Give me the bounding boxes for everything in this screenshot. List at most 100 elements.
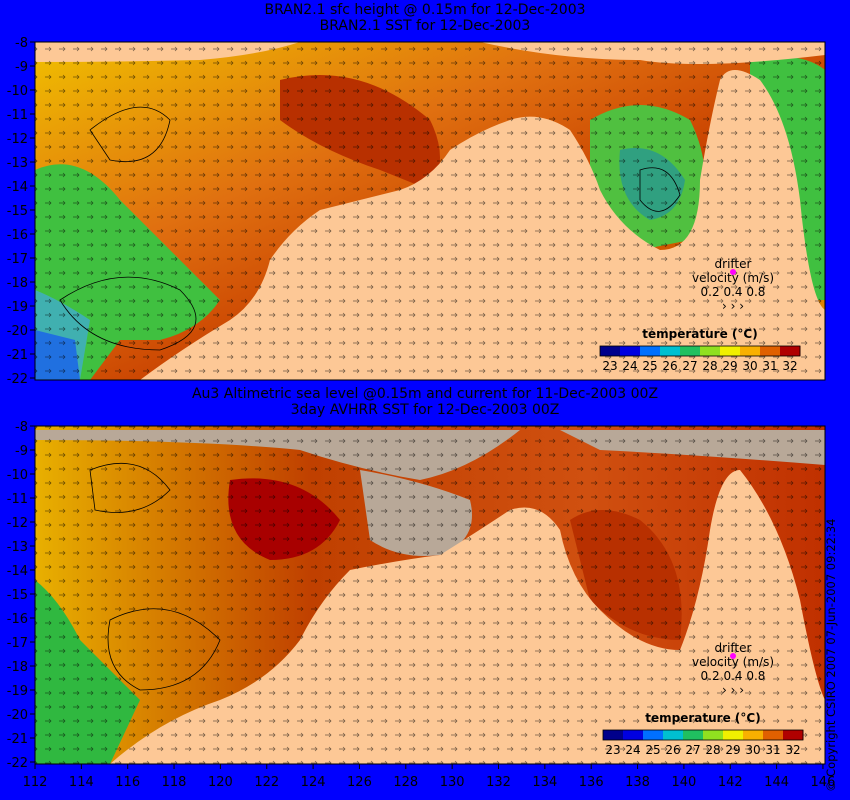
legend-label: 26 (665, 743, 680, 757)
drifter-text: drifter (715, 257, 752, 271)
x-tick-label: 126 (347, 775, 372, 790)
legend-label: 23 (605, 743, 620, 757)
legend-label: 27 (685, 743, 700, 757)
x-tick-label: 118 (162, 775, 187, 790)
legend-swatch (723, 730, 744, 740)
bottom-panel-title-2: 3day AVHRR SST for 12-Dec-2003 00Z (290, 402, 560, 418)
y-tick-label: -20 (7, 324, 28, 339)
x-tick-label: 132 (486, 775, 511, 790)
drifter-text: 0.2 0.4 0.8 (701, 285, 766, 299)
top-contour (89, 106, 171, 162)
legend-swatch (683, 730, 704, 740)
y-tick-label: -11 (7, 108, 28, 123)
y-tick-label: -17 (7, 636, 28, 651)
y-tick-label: -8 (15, 36, 28, 51)
legend-swatch (623, 730, 644, 740)
legend-swatch (743, 730, 764, 740)
legend-swatch (600, 346, 621, 356)
top-y-axis: -8 -9 -10 -11 -12 -13 -14 -15 -16 -17 -18 -19 -20 -21… (7, 36, 35, 387)
y-tick-label: -22 (7, 756, 28, 771)
x-tick-label: 144 (764, 775, 789, 790)
y-tick-label: -15 (7, 588, 28, 603)
legend-label: 26 (662, 359, 677, 373)
bottom-current-vectors (35, 426, 825, 764)
x-axis: 112 114 116 118 120 122 124 126 128 130 132 134 136 1… (23, 764, 836, 790)
y-tick-label: -8 (15, 420, 28, 435)
legend-label: 28 (705, 743, 720, 757)
y-tick-label: -9 (15, 444, 28, 459)
y-tick-label: -12 (7, 516, 28, 531)
top-panel-title-1: BRAN2.1 sfc height @ 0.15m for 12-Dec-20… (264, 2, 586, 18)
legend-label: 25 (645, 743, 660, 757)
x-tick-label: 122 (254, 775, 279, 790)
y-tick-label: -19 (7, 300, 28, 315)
top-current-vectors (35, 42, 825, 380)
legend-label: 29 (725, 743, 740, 757)
drifter-text: velocity (m/s) (692, 271, 774, 285)
legend-title: temperature (°C) (642, 327, 757, 341)
x-tick-label: 140 (671, 775, 696, 790)
x-tick-label: 134 (532, 775, 557, 790)
x-tick-label: 146 (811, 775, 836, 790)
legend-label: 32 (785, 743, 800, 757)
legend-label: 30 (742, 359, 757, 373)
legend-swatch (783, 730, 804, 740)
drifter-text: › › › (722, 299, 744, 313)
legend-swatch (740, 346, 761, 356)
top-map-panel (34, 41, 826, 381)
legend-swatch (643, 730, 664, 740)
x-tick-label: 116 (115, 775, 140, 790)
top-temperature-legend: temperature (°C) 23 24 25 26 27 28 29 30 31 32 (599, 327, 801, 373)
legend-label: 25 (642, 359, 657, 373)
legend-swatch (760, 346, 781, 356)
legend-label: 28 (702, 359, 717, 373)
legend-title: temperature (°C) (645, 711, 760, 725)
legend-swatch (680, 346, 701, 356)
y-tick-label: -10 (7, 468, 28, 483)
legend-swatch (700, 346, 721, 356)
x-tick-label: 136 (579, 775, 604, 790)
legend-swatch (620, 346, 641, 356)
legend-label: 23 (602, 359, 617, 373)
y-tick-label: -18 (7, 660, 28, 675)
y-tick-label: -16 (7, 612, 28, 627)
y-tick-label: -15 (7, 204, 28, 219)
legend-label: 24 (625, 743, 640, 757)
y-tick-label: -21 (7, 348, 28, 363)
bottom-y-axis: -8 -9 -10 -11 -12 -13 -14 -15 -16 -17 -18 -19 -20 -21… (7, 420, 35, 771)
drifter-text: 0.2 0.4 0.8 (701, 669, 766, 683)
copyright-notice: © Copyright CSIRO 2007 07-Jun-2007 09:22… (824, 518, 838, 792)
drifter-marker (730, 653, 736, 659)
bottom-map-panel (34, 425, 826, 765)
drifter-text: velocity (m/s) (692, 655, 774, 669)
legend-label: 32 (782, 359, 797, 373)
x-tick-label: 130 (440, 775, 465, 790)
x-tick-label: 120 (208, 775, 233, 790)
y-tick-label: -19 (7, 684, 28, 699)
drifter-marker (730, 269, 736, 275)
bottom-contour (89, 463, 171, 513)
x-tick-label: 138 (625, 775, 650, 790)
y-tick-label: -17 (7, 252, 28, 267)
legend-swatch (660, 346, 681, 356)
legend-swatch (663, 730, 684, 740)
y-tick-label: -14 (7, 180, 28, 195)
legend-label: 31 (762, 359, 777, 373)
legend-swatch (603, 730, 624, 740)
y-tick-label: -9 (15, 60, 28, 75)
x-tick-label: 128 (393, 775, 418, 790)
y-tick-label: -21 (7, 732, 28, 747)
bottom-temperature-legend: temperature (°C) 23 24 25 26 27 28 29 30 31 32 (602, 711, 804, 757)
y-tick-label: -18 (7, 276, 28, 291)
x-tick-label: 112 (23, 775, 48, 790)
legend-swatch (780, 346, 801, 356)
x-tick-label: 124 (301, 775, 326, 790)
legend-swatch (640, 346, 661, 356)
y-tick-label: -20 (7, 708, 28, 723)
y-tick-label: -13 (7, 156, 28, 171)
drifter-text: drifter (715, 641, 752, 655)
y-tick-label: -16 (7, 228, 28, 243)
